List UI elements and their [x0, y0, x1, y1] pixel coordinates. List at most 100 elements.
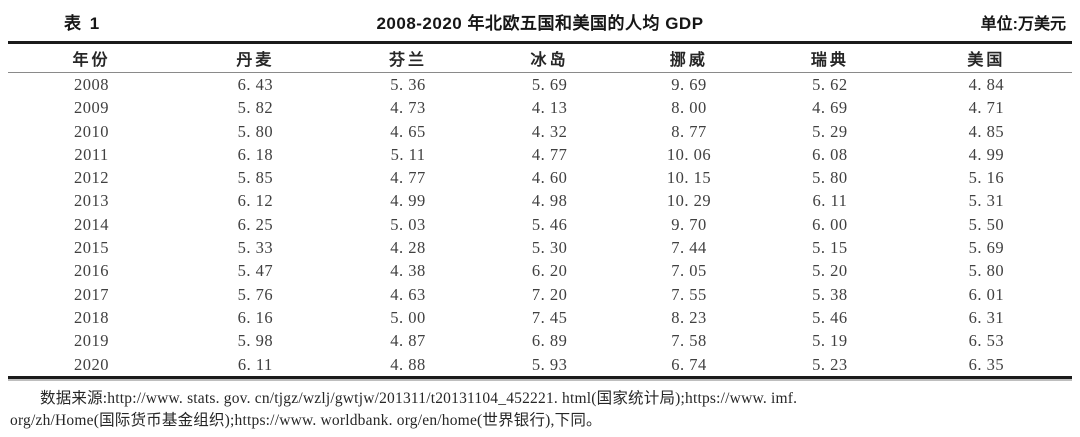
value-cell: 7. 44: [671, 238, 707, 258]
value-cell: 4. 69: [812, 98, 848, 118]
source-note-line-1: 数据来源:http://www. stats. gov. cn/tjgz/wzl…: [40, 389, 798, 407]
value-cell: 10. 29: [666, 191, 712, 211]
value-cell: 5. 38: [812, 284, 848, 304]
column-header: 年份: [8, 42, 176, 73]
value-cell: 5. 76: [237, 284, 274, 304]
value-cell: 5. 20: [812, 261, 848, 281]
table-label: 表 1: [64, 14, 102, 33]
year-cell: 2008: [74, 75, 110, 94]
value-cell: 9. 70: [671, 214, 707, 234]
value-cell: 7. 20: [531, 284, 568, 304]
year-cell: 2019: [74, 331, 110, 351]
value-cell: 6. 89: [531, 331, 568, 351]
value-cell: 5. 46: [812, 307, 848, 327]
value-cell: 5. 50: [968, 214, 1005, 234]
value-cell: 6. 43: [237, 75, 274, 94]
value-cell: 4. 87: [390, 331, 426, 351]
value-cell: 4. 71: [968, 98, 1005, 118]
year-cell: 2015: [74, 238, 110, 258]
column-header: 挪威: [618, 42, 760, 73]
year-cell: 2009: [74, 98, 110, 118]
value-cell: 5. 47: [237, 261, 274, 281]
value-cell: 5. 46: [531, 214, 568, 234]
value-cell: 5. 19: [812, 331, 848, 351]
column-header: 美国: [900, 42, 1072, 73]
gdp-table: 年份 丹麦 芬兰 冰岛 挪威 瑞典 美国 2008 6. 43 5. 36 5. 69 9. 69 5…: [8, 41, 1072, 379]
value-cell: 5. 29: [812, 121, 848, 141]
value-cell: 4. 99: [968, 144, 1005, 164]
value-cell: 5. 15: [812, 238, 848, 258]
value-cell: 8. 77: [671, 121, 707, 141]
value-cell: 4. 77: [531, 144, 568, 164]
value-cell: 6. 12: [237, 191, 274, 211]
value-cell: 4. 73: [390, 98, 426, 118]
value-cell: 4. 88: [390, 354, 426, 374]
value-cell: 5. 33: [237, 238, 274, 258]
table-row: 2019 5. 98 4. 87 6. 89 7. 58 5. 19 6. 53: [8, 329, 1072, 352]
column-header: 丹麦: [175, 42, 336, 73]
value-cell: 5. 00: [390, 307, 426, 327]
header-row: 年份 丹麦 芬兰 冰岛 挪威 瑞典 美国: [8, 42, 1072, 73]
table-row: 2009 5. 82 4. 73 4. 13 8. 00 4. 69 4. 71: [8, 96, 1072, 119]
value-cell: 6. 35: [968, 354, 1005, 374]
value-cell: 6. 11: [237, 354, 273, 374]
value-cell: 5. 82: [237, 98, 274, 118]
value-cell: 4. 60: [531, 168, 568, 188]
table-row: 2020 6. 11 4. 88 5. 93 6. 74 5. 23 6. 35: [8, 353, 1072, 378]
year-cell: 2018: [74, 307, 110, 327]
value-cell: 4. 28: [390, 238, 426, 258]
value-cell: 5. 11: [390, 144, 426, 164]
value-cell: 10. 15: [666, 168, 712, 188]
table-row: 2015 5. 33 4. 28 5. 30 7. 44 5. 15 5. 69: [8, 236, 1072, 259]
value-cell: 5. 30: [531, 238, 568, 258]
year-cell: 2016: [74, 261, 110, 281]
table-wrap: 年份 丹麦 芬兰 冰岛 挪威 瑞典 美国 2008 6. 43 5. 36 5. 69 9. 69 5…: [8, 41, 1072, 379]
year-cell: 2011: [74, 144, 109, 164]
value-cell: 5. 03: [390, 214, 426, 234]
value-cell: 7. 05: [671, 261, 707, 281]
table-row: 2017 5. 76 4. 63 7. 20 7. 55 5. 38 6. 01: [8, 283, 1072, 306]
value-cell: 6. 20: [531, 261, 568, 281]
year-cell: 2013: [74, 191, 110, 211]
source-note-line-2: org/zh/Home(国际货币基金组织);https://www. world…: [10, 411, 602, 429]
column-header: 芬兰: [335, 42, 481, 73]
source-note: 数据来源:http://www. stats. gov. cn/tjgz/wzl…: [10, 388, 1070, 432]
value-cell: 6. 25: [237, 214, 274, 234]
table-title: 2008-2020 年北欧五国和美国的人均 GDP: [376, 14, 704, 33]
value-cell: 8. 00: [671, 98, 707, 118]
value-cell: 5. 80: [968, 261, 1005, 281]
table-row: 2012 5. 85 4. 77 4. 60 10. 15 5. 80 5. 16: [8, 166, 1072, 189]
table-row: 2014 6. 25 5. 03 5. 46 9. 70 6. 00 5. 50: [8, 213, 1072, 236]
value-cell: 5. 31: [968, 191, 1005, 211]
value-cell: 4. 84: [968, 75, 1005, 94]
value-cell: 10. 06: [666, 144, 712, 164]
title-row: 表 1 2008-2020 年北欧五国和美国的人均 GDP 单位:万美元: [0, 0, 1080, 41]
value-cell: 6. 16: [237, 307, 274, 327]
value-cell: 6. 08: [812, 144, 848, 164]
value-cell: 4. 99: [390, 191, 426, 211]
value-cell: 9. 69: [671, 75, 707, 94]
value-cell: 4. 32: [531, 121, 568, 141]
value-cell: 5. 85: [237, 168, 274, 188]
value-cell: 5. 23: [812, 354, 848, 374]
value-cell: 5. 16: [968, 168, 1005, 188]
value-cell: 5. 80: [237, 121, 274, 141]
value-cell: 5. 62: [812, 75, 848, 94]
value-cell: 4. 98: [531, 191, 568, 211]
value-cell: 6. 31: [968, 307, 1005, 327]
value-cell: 6. 01: [968, 284, 1005, 304]
value-cell: 7. 55: [671, 284, 707, 304]
value-cell: 4. 65: [390, 121, 426, 141]
year-cell: 2012: [74, 168, 110, 188]
value-cell: 6. 53: [968, 331, 1005, 351]
value-cell: 4. 38: [390, 261, 426, 281]
value-cell: 5. 93: [531, 354, 568, 374]
table-row: 2013 6. 12 4. 99 4. 98 10. 29 6. 11 5. 31: [8, 189, 1072, 212]
table-row: 2010 5. 80 4. 65 4. 32 8. 77 5. 29 4. 85: [8, 120, 1072, 143]
table-row: 2018 6. 16 5. 00 7. 45 8. 23 5. 46 6. 31: [8, 306, 1072, 329]
value-cell: 4. 77: [390, 168, 426, 188]
table-row: 2016 5. 47 4. 38 6. 20 7. 05 5. 20 5. 80: [8, 259, 1072, 282]
value-cell: 4. 63: [390, 284, 426, 304]
column-header: 冰岛: [480, 42, 619, 73]
value-cell: 6. 18: [237, 144, 274, 164]
